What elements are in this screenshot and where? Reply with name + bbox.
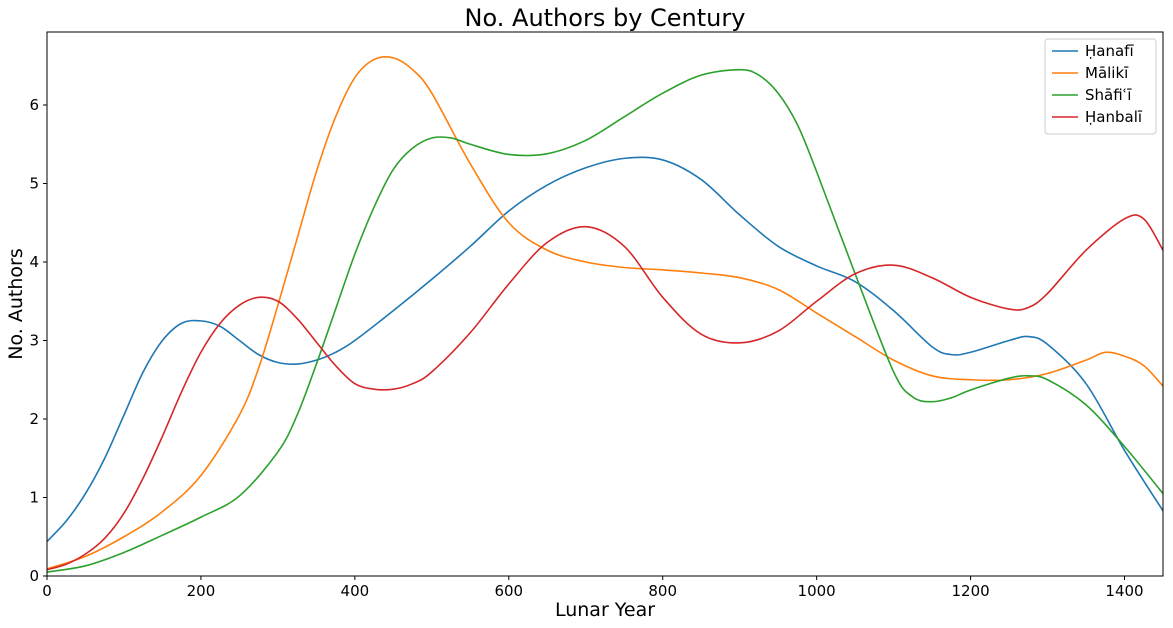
- y-tick-label-2: 2: [29, 410, 39, 428]
- y-axis-title: No. Authors: [5, 248, 27, 359]
- legend-label-3: Ḥanbalī: [1085, 108, 1143, 126]
- x-tick-label-2: 400: [341, 582, 370, 600]
- series-line-1: [46, 55, 1164, 570]
- y-tick-label-4: 4: [29, 253, 39, 271]
- y-tick-label-6: 6: [29, 96, 39, 114]
- legend-label-0: Ḥanafī: [1085, 42, 1134, 60]
- plot-lines: [46, 55, 1164, 573]
- series-line-3: [46, 214, 1164, 571]
- series-line-2: [46, 68, 1164, 573]
- x-tick-label-1: 200: [187, 582, 216, 600]
- chart-title: No. Authors by Century: [465, 4, 746, 32]
- x-axis-ticks: 0 200 400 600 800 1000 1200 1400: [42, 576, 1144, 600]
- legend: Ḥanafī Mālikī Shāfiʿī Ḥanbalī: [1044, 38, 1157, 135]
- y-tick-label-0: 0: [29, 567, 39, 585]
- x-tick-label-0: 0: [42, 582, 52, 600]
- y-tick-label-1: 1: [29, 489, 39, 507]
- y-tick-label-3: 3: [29, 332, 39, 350]
- series-line-0: [46, 156, 1164, 543]
- x-tick-label-5: 1000: [798, 582, 836, 600]
- plot-frame: [46, 31, 1164, 577]
- legend-box: [1044, 38, 1157, 135]
- y-axis-ticks: 0 1 2 3 4 5 6: [29, 96, 47, 585]
- legend-label-1: Mālikī: [1085, 64, 1129, 82]
- legend-label-2: Shāfiʿī: [1085, 86, 1132, 104]
- y-tick-label-5: 5: [29, 175, 39, 193]
- x-tick-label-4: 800: [648, 582, 677, 600]
- x-axis-title: Lunar Year: [555, 599, 655, 621]
- x-tick-label-6: 1200: [951, 582, 989, 600]
- x-tick-label-3: 600: [494, 582, 523, 600]
- x-tick-label-7: 1400: [1105, 582, 1143, 600]
